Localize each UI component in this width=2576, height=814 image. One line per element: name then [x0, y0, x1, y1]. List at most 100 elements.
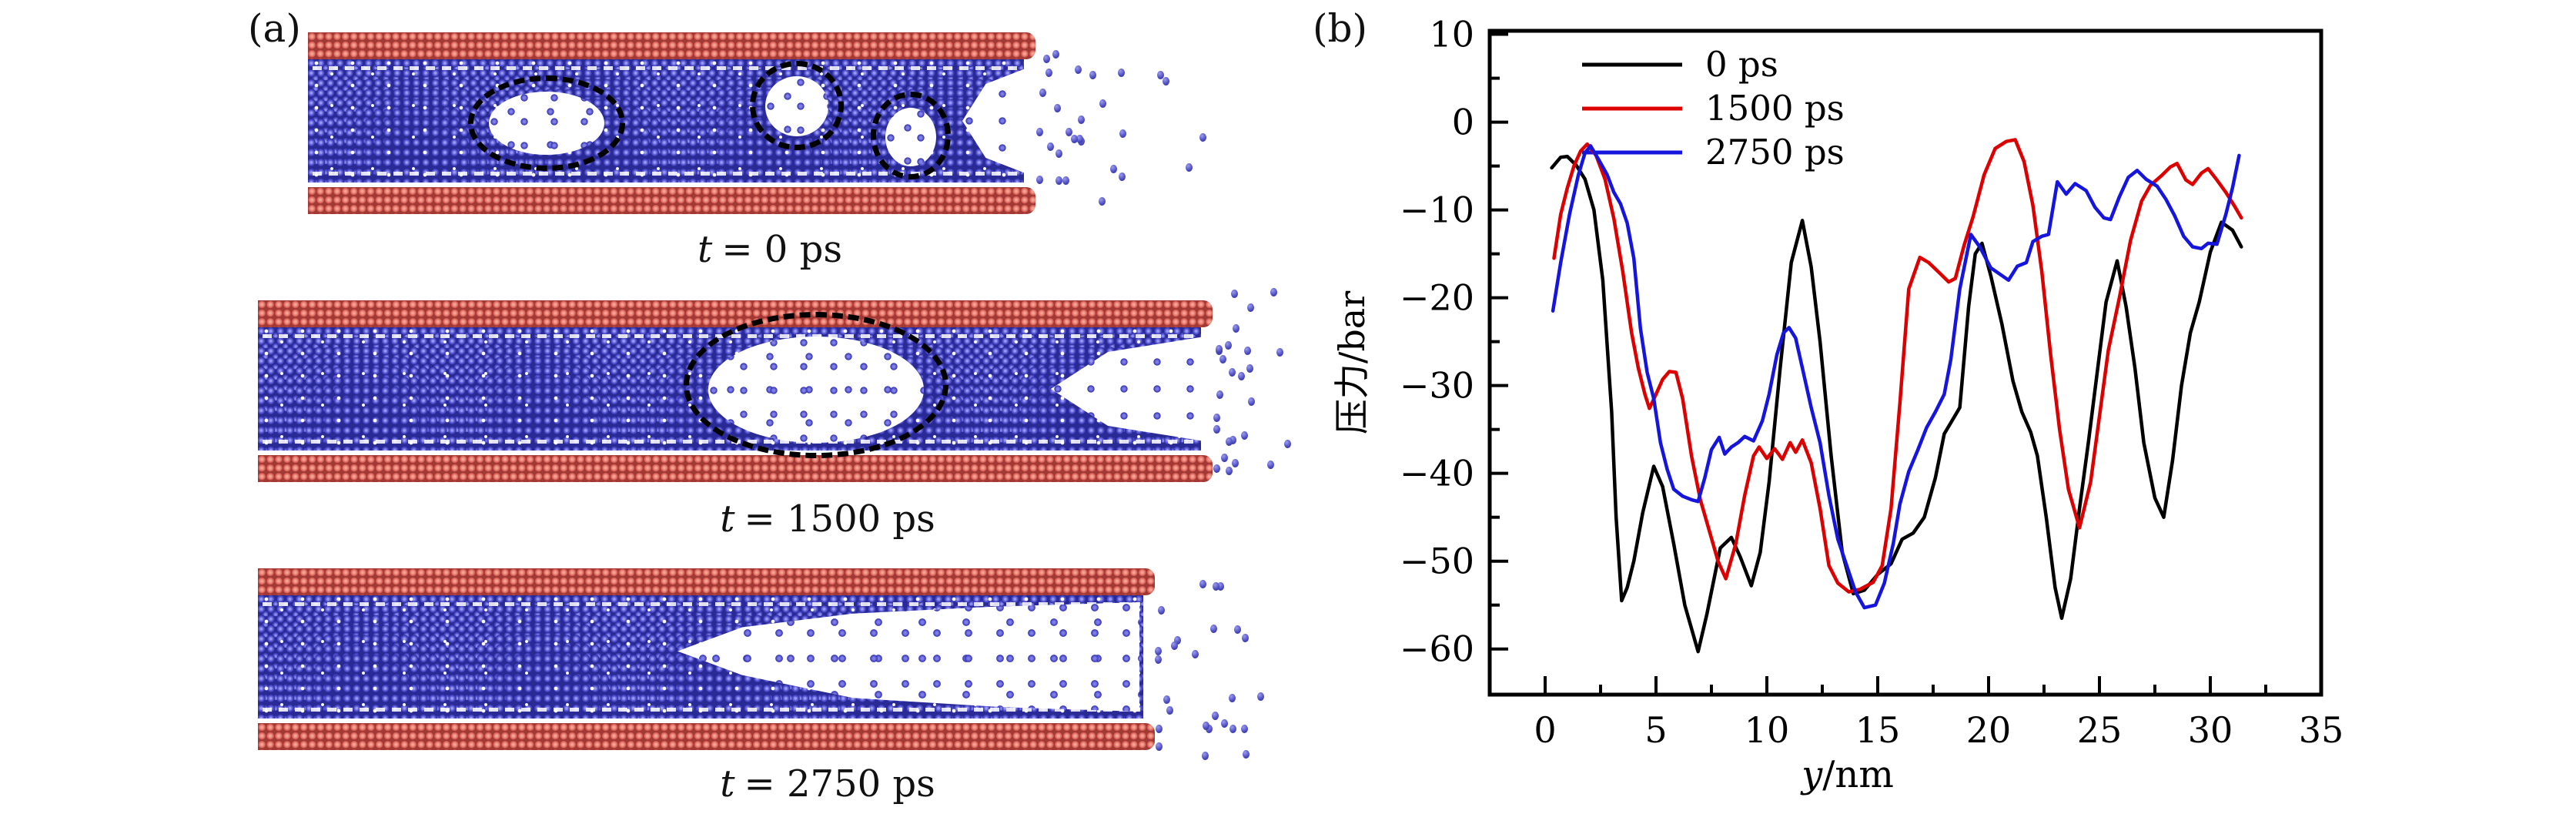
- spray-particle: [1110, 164, 1118, 173]
- spray-particle: [1156, 70, 1164, 79]
- spray-particle: [1119, 129, 1126, 138]
- spray-particle: [1213, 424, 1221, 434]
- y-tick-label: −30: [1400, 365, 1474, 407]
- dashed-ellipse-annotation: [750, 61, 844, 150]
- spray-particle: [1242, 633, 1250, 642]
- time-value: = 1500 ps: [744, 497, 935, 541]
- legend-label: 2750 ps: [1705, 132, 1845, 173]
- panel-a-label: (a): [248, 6, 301, 51]
- spray-particle: [1225, 340, 1233, 350]
- x-tick-label: 35: [2299, 709, 2344, 751]
- spray-particle: [1231, 289, 1239, 298]
- panel-b-label: (b): [1313, 6, 1368, 51]
- time-var: t: [720, 762, 735, 806]
- wall-top: [308, 32, 1035, 59]
- spray-particle: [1234, 625, 1242, 634]
- spray-particle: [1231, 459, 1239, 468]
- snapshot-t1500: [258, 300, 1293, 482]
- wall-bottom: [258, 723, 1155, 750]
- y-tick-label: −10: [1400, 189, 1474, 231]
- spray-particle: [1163, 695, 1171, 705]
- spray-particle: [1118, 68, 1126, 77]
- x-tick-label: 10: [1745, 709, 1790, 751]
- y-tick-label: −40: [1400, 453, 1474, 494]
- meniscus-erosion: [1051, 337, 1201, 441]
- x-axis-title: y/nm: [1800, 753, 1894, 796]
- spray-particle: [1155, 725, 1163, 734]
- x-tick-label: 30: [2188, 709, 2233, 751]
- x-tick-label: 0: [1534, 709, 1556, 751]
- spray-particle: [1053, 104, 1061, 113]
- spray-particle: [1066, 127, 1073, 136]
- spray-particle: [1155, 647, 1162, 656]
- snapshot-t2750: [258, 568, 1293, 750]
- spray-particle: [1074, 65, 1082, 75]
- interface-layer: [263, 602, 1140, 606]
- series-0-ps: [1550, 154, 2243, 654]
- spray-particle: [1052, 50, 1060, 59]
- spray-particle: [1213, 464, 1221, 473]
- pressure-profile-chart: 0 5 10 15 20 25 30 35 −60 −50 −40 −30 −20 −10 0 10 压力/ba…: [1270, 0, 2576, 811]
- spray-particle: [1202, 752, 1209, 761]
- interface-layer: [313, 66, 1021, 70]
- spray-particle: [1099, 196, 1106, 206]
- spray-particle: [1155, 742, 1163, 751]
- spray-particle: [1186, 163, 1193, 173]
- series-2750-ps: [1551, 144, 2241, 610]
- spray-particle: [1119, 173, 1126, 182]
- spray-particle: [1158, 606, 1166, 615]
- spray-particle: [1243, 749, 1250, 759]
- spray-particle: [1089, 71, 1096, 80]
- wall-top: [258, 300, 1213, 327]
- snapshot-t0: [308, 32, 1270, 214]
- x-tick-label: 15: [1855, 709, 1901, 751]
- spray-particle: [1035, 128, 1043, 137]
- spray-particle: [1229, 435, 1236, 444]
- spray-particle: [1039, 89, 1046, 98]
- spray-particle: [1241, 430, 1249, 440]
- spray-particle: [1213, 414, 1221, 423]
- spray-particle: [1215, 345, 1223, 354]
- time-label-t0: t = 0 ps: [616, 228, 924, 271]
- spray-particle: [1062, 176, 1069, 185]
- spray-particle: [1199, 580, 1207, 589]
- wall-bottom: [308, 187, 1035, 214]
- spray-particle: [1246, 363, 1254, 373]
- spray-particle: [1270, 287, 1277, 296]
- chart-svg: 0 5 10 15 20 25 30 35 −60 −50 −40 −30 −20 −10 0 10 压力/ba…: [1331, 14, 2344, 796]
- time-label-t2750: t = 2750 ps: [658, 762, 997, 806]
- fluid: [258, 595, 1143, 719]
- spray-particle: [1225, 466, 1233, 475]
- spray-particle: [1078, 116, 1086, 125]
- time-var: t: [698, 228, 713, 271]
- spray-particle: [1233, 324, 1240, 333]
- y-tick-label: 10: [1429, 14, 1474, 55]
- spray-particle: [1238, 372, 1246, 381]
- y-tick-label: 0: [1452, 102, 1474, 143]
- y-axis-title: 压力/bar: [1331, 291, 1373, 434]
- dashed-ellipse-annotation: [468, 75, 625, 171]
- spray-particle: [1166, 705, 1173, 715]
- y-tick-label: −50: [1400, 541, 1474, 582]
- time-value: = 2750 ps: [744, 762, 935, 806]
- plot-frame: [1487, 28, 2323, 697]
- spray-particle: [1241, 724, 1249, 733]
- spray-particle: [1284, 439, 1292, 448]
- x-tick-label: 20: [1966, 709, 2012, 751]
- legend-label: 0 ps: [1705, 44, 1778, 85]
- spray-particle: [1225, 437, 1233, 447]
- spray-particle: [1248, 397, 1256, 407]
- spray-particle: [1216, 390, 1223, 399]
- time-label-t1500: t = 1500 ps: [658, 497, 997, 541]
- spray-particle: [1171, 641, 1179, 650]
- spray-particle: [1267, 461, 1275, 470]
- interface-layer: [263, 708, 1140, 712]
- spray-particle: [1199, 133, 1207, 142]
- spray-particle: [1045, 69, 1053, 78]
- spray-particle: [1205, 725, 1213, 734]
- x-tick-label: 5: [1644, 709, 1667, 751]
- spray-particle: [1220, 454, 1228, 463]
- x-tick-label: 25: [2077, 709, 2123, 751]
- spray-particle: [1042, 55, 1050, 64]
